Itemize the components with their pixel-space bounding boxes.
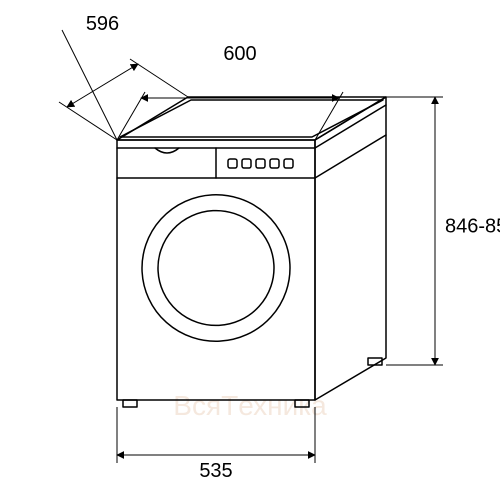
- dimension-label: 846-854: [445, 216, 500, 238]
- dimension-label: 596: [86, 13, 119, 35]
- dimension-label: 600: [223, 43, 256, 65]
- appliance-dimension-diagram: ВсяTехника 596 600 846-854 535: [0, 0, 500, 500]
- dimension-label: 535: [199, 460, 232, 482]
- watermark-text: ВсяTехника: [173, 390, 327, 421]
- appliance-body: [117, 97, 386, 407]
